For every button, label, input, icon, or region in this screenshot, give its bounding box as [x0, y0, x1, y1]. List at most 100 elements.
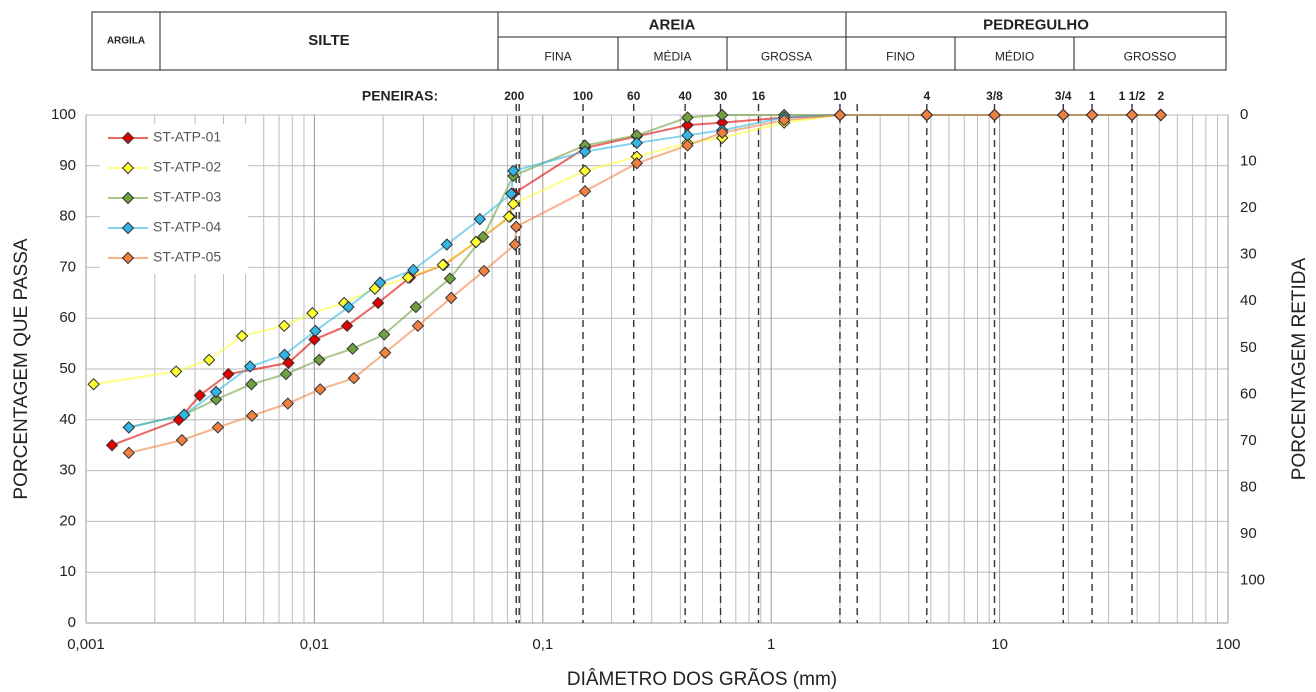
y2-tick-label: 40 [1240, 292, 1257, 309]
x-axis-label: DIÂMETRO DOS GRÃOS (mm) [567, 668, 837, 690]
sieve-label: 30 [714, 89, 728, 103]
data-point [177, 408, 191, 421]
data-point [313, 383, 327, 396]
sieve-label: 3/4 [1055, 89, 1072, 103]
sieve-label: 1 1/2 [1119, 89, 1146, 103]
data-point [469, 235, 483, 249]
series-line [128, 114, 1161, 429]
x-tick-label: 1 [767, 636, 775, 653]
sieve-label: 3/8 [986, 89, 1003, 103]
y2-tick-label: 80 [1240, 478, 1257, 495]
y-tick-label: 80 [59, 208, 76, 225]
data-point [243, 360, 257, 373]
data-point [1125, 108, 1139, 122]
data-point [502, 210, 516, 223]
data-point [630, 157, 644, 170]
data-point [211, 421, 225, 434]
legend-label: ST-ATP-03 [153, 189, 221, 205]
legend-marker [121, 221, 135, 235]
data-point [833, 108, 847, 122]
data-point [777, 113, 791, 127]
data-point [473, 212, 487, 226]
data-point [371, 296, 385, 310]
subclass-label: FINA [544, 50, 571, 64]
legend: ST-ATP-01 ST-ATP-02 ST-ATP-03 ST-ATP-04 ST-A… [100, 124, 248, 274]
legend-label: ST-ATP-02 [153, 159, 221, 175]
data-point [507, 197, 520, 211]
sieves-title: PENEIRAS: [362, 88, 438, 104]
data-point [508, 238, 522, 251]
data-point [245, 409, 259, 422]
series-line [128, 114, 1161, 429]
y2-tick-label: 90 [1240, 525, 1257, 542]
classification-table: ARGILA SILTE AREIA FINA MÉDIA GROSSA PEDREGULH… [91, 11, 1227, 71]
data-point [510, 220, 523, 233]
y-tick-label: 70 [59, 258, 76, 275]
y2-axis-label: PORCENTAGEM RETIDA [1289, 257, 1310, 480]
class-label: ARGILA [107, 36, 145, 47]
legend-marker [121, 131, 135, 145]
data-point [245, 378, 258, 391]
subclass-label: FINO [886, 50, 915, 64]
data-point [282, 356, 295, 370]
x-tick-label: 0,001 [67, 636, 105, 653]
data-point [373, 276, 387, 289]
data-point [681, 111, 694, 124]
data-point [507, 164, 520, 178]
data-point [578, 145, 592, 158]
x-tick-label: 100 [1215, 636, 1240, 653]
y2-tick-label: 60 [1240, 385, 1257, 402]
data-point [444, 291, 458, 305]
legend-marker [121, 161, 135, 175]
data-point [222, 367, 235, 381]
series-line [93, 114, 1161, 386]
data-point [279, 367, 293, 381]
data-point [278, 319, 291, 333]
y-tick-label: 10 [59, 563, 76, 580]
data-point [346, 342, 359, 355]
table-frame [91, 11, 1227, 71]
data-point [309, 324, 322, 338]
data-point [377, 328, 391, 341]
y-tick-label: 50 [59, 360, 76, 377]
data-point [209, 393, 223, 406]
sieve-label: 4 [923, 89, 930, 103]
y-axis-label: PORCENTAGEM QUE PASSA [11, 238, 32, 499]
data-point [1154, 108, 1168, 122]
x-tick-label: 10 [991, 636, 1008, 653]
data-point [175, 433, 189, 447]
y2-tick-label: 50 [1240, 339, 1257, 356]
data-point [308, 333, 321, 346]
class-label: PEDREGULHO [983, 16, 1089, 33]
data-point [920, 108, 934, 122]
data-point [281, 397, 295, 410]
y-tick-label: 60 [59, 309, 76, 326]
y2-tick-label: 20 [1240, 199, 1257, 216]
class-label: SILTE [308, 32, 349, 49]
x-tick-label: 0,01 [300, 636, 329, 653]
sieve-label: 16 [752, 89, 766, 103]
y-tick-label: 20 [59, 512, 76, 529]
data-point [105, 438, 119, 452]
y2-tick-label: 10 [1240, 153, 1257, 170]
data-point [504, 187, 518, 200]
y-tick-label: 0 [68, 614, 76, 631]
x-tick-label: 0,1 [532, 636, 553, 653]
data-point [1057, 108, 1070, 122]
data-point [122, 446, 136, 460]
data-point [340, 319, 354, 333]
subclass-label: MÉDIO [995, 49, 1034, 64]
data-point [347, 371, 361, 385]
data-point [1085, 108, 1099, 122]
data-point [715, 126, 729, 139]
data-point [169, 365, 183, 378]
data-point [278, 348, 291, 361]
y2-tick-label: 100 [1240, 572, 1265, 589]
data-point [681, 129, 694, 142]
subclass-label: GROSSA [761, 50, 812, 64]
legend-marker [121, 191, 135, 205]
data-point [440, 238, 454, 251]
data-point [209, 385, 223, 399]
data-point [401, 271, 415, 284]
